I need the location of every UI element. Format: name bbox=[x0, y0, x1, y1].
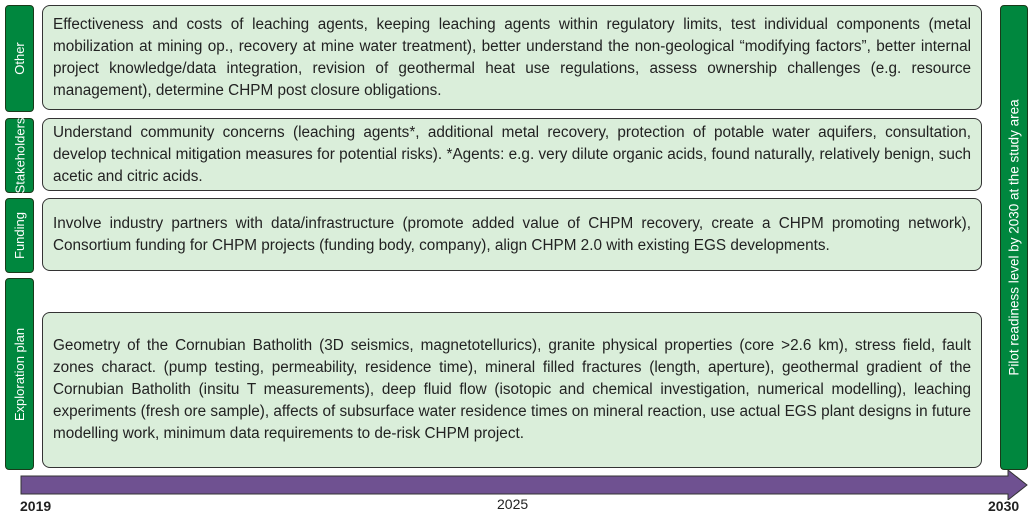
label-text: Exploration plan bbox=[12, 327, 28, 421]
row-label-funding: Funding bbox=[5, 198, 34, 273]
label-text: Funding bbox=[12, 212, 28, 259]
goal-bar: Pilot readiness level by 2030 at the stu… bbox=[1000, 5, 1028, 470]
row-text: Understand community concerns (leaching … bbox=[53, 123, 971, 185]
row-text: Geometry of the Cornubian Batholith (3D … bbox=[53, 337, 971, 442]
timeline-arrow bbox=[20, 470, 1028, 500]
year-end: 2030 bbox=[988, 498, 1020, 514]
label-text: Stakeholders bbox=[12, 117, 28, 194]
year-mid: 2025 bbox=[497, 496, 529, 512]
row-label-stakeholders: Stakeholders bbox=[5, 118, 34, 193]
goal-text: Pilot readiness level by 2030 at the stu… bbox=[1006, 99, 1022, 376]
row-label-other: Other bbox=[5, 5, 34, 112]
row-box-funding: Involve industry partners with data/infr… bbox=[42, 198, 982, 271]
row-text: Effectiveness and costs of leaching agen… bbox=[53, 15, 971, 99]
row-label-exploration-plan: Exploration plan bbox=[5, 278, 34, 470]
row-box-stakeholders: Understand community concerns (leaching … bbox=[42, 118, 982, 191]
row-box-exploration-plan: Geometry of the Cornubian Batholith (3D … bbox=[42, 312, 982, 468]
row-box-other: Effectiveness and costs of leaching agen… bbox=[42, 5, 982, 110]
label-text: Other bbox=[12, 42, 28, 75]
row-text: Involve industry partners with data/infr… bbox=[53, 214, 971, 254]
year-start: 2019 bbox=[20, 498, 52, 514]
